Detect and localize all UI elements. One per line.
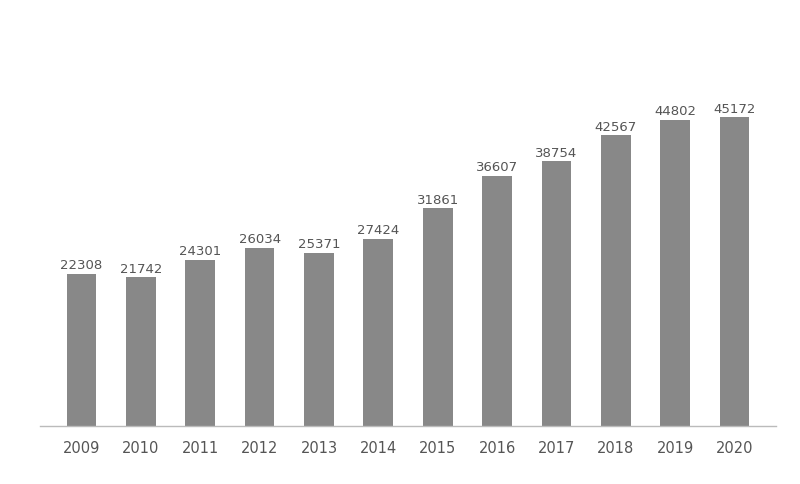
Bar: [482, 177, 512, 426]
Bar: [186, 260, 215, 426]
Bar: [126, 278, 156, 426]
Bar: [542, 162, 571, 426]
Bar: [601, 136, 630, 426]
Text: 36607: 36607: [476, 161, 518, 174]
Bar: [720, 118, 750, 426]
Text: 42567: 42567: [594, 120, 637, 133]
Text: 26034: 26034: [238, 233, 281, 246]
Text: 31861: 31861: [417, 193, 459, 206]
Bar: [660, 121, 690, 426]
Bar: [66, 274, 96, 426]
Text: 44802: 44802: [654, 105, 696, 118]
Bar: [304, 253, 334, 426]
Text: 22308: 22308: [61, 258, 102, 271]
Text: 25371: 25371: [298, 237, 340, 250]
Text: 24301: 24301: [179, 245, 222, 257]
Text: 38754: 38754: [535, 146, 578, 159]
Text: 27424: 27424: [357, 224, 399, 236]
Bar: [423, 209, 453, 426]
Bar: [363, 239, 393, 426]
Bar: [245, 249, 274, 426]
Text: 45172: 45172: [714, 103, 756, 116]
Text: 21742: 21742: [120, 262, 162, 275]
